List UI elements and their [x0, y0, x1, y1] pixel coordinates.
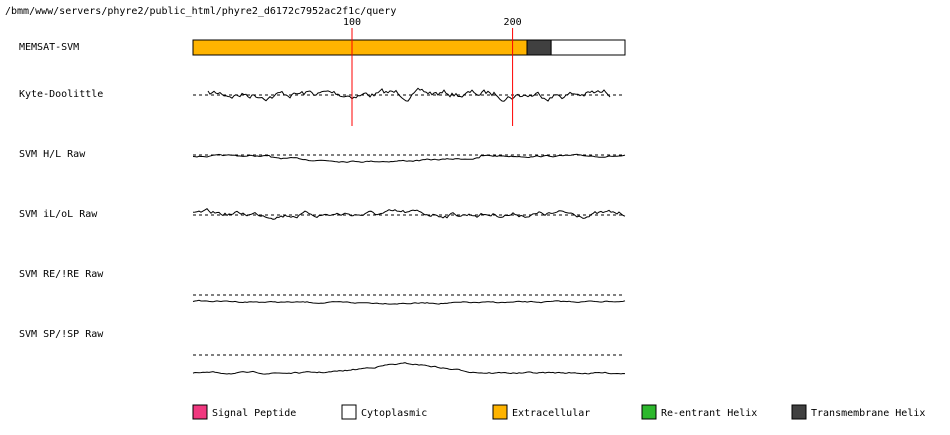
legend-label: Cytoplasmic	[361, 408, 427, 419]
svm-ilol-trace	[192, 208, 626, 220]
track-label: SVM SP/!SP Raw	[19, 329, 104, 340]
legend-label: Signal Peptide	[212, 408, 296, 419]
legend-swatch	[492, 404, 508, 420]
legend-swatch	[641, 404, 657, 420]
legend-swatch	[341, 404, 357, 420]
position-label: 100	[343, 17, 361, 28]
file-path: /bmm/www/servers/phyre2/public_html/phyr…	[5, 6, 396, 17]
segment	[526, 39, 552, 56]
segment	[192, 39, 528, 56]
legend-label: Transmembrane Helix	[811, 408, 925, 419]
legend-swatch	[791, 404, 807, 420]
track-label: Kyte-Doolittle	[19, 89, 103, 100]
position-label: 200	[504, 17, 522, 28]
track-label: SVM iL/oL Raw	[19, 209, 98, 220]
legend-label: Re-entrant Helix	[661, 408, 757, 419]
track-label: SVM H/L Raw	[19, 149, 86, 160]
kyte-doolittle-trace	[207, 87, 611, 102]
svm-hl-trace	[192, 153, 626, 163]
svm-sp-trace	[192, 362, 626, 375]
segment	[550, 39, 626, 56]
track-label: MEMSAT-SVM	[19, 42, 79, 53]
track-label: SVM RE/!RE Raw	[19, 269, 104, 280]
legend-label: Extracellular	[512, 408, 590, 419]
legend-swatch	[192, 404, 208, 420]
svm-re-trace	[192, 299, 626, 305]
